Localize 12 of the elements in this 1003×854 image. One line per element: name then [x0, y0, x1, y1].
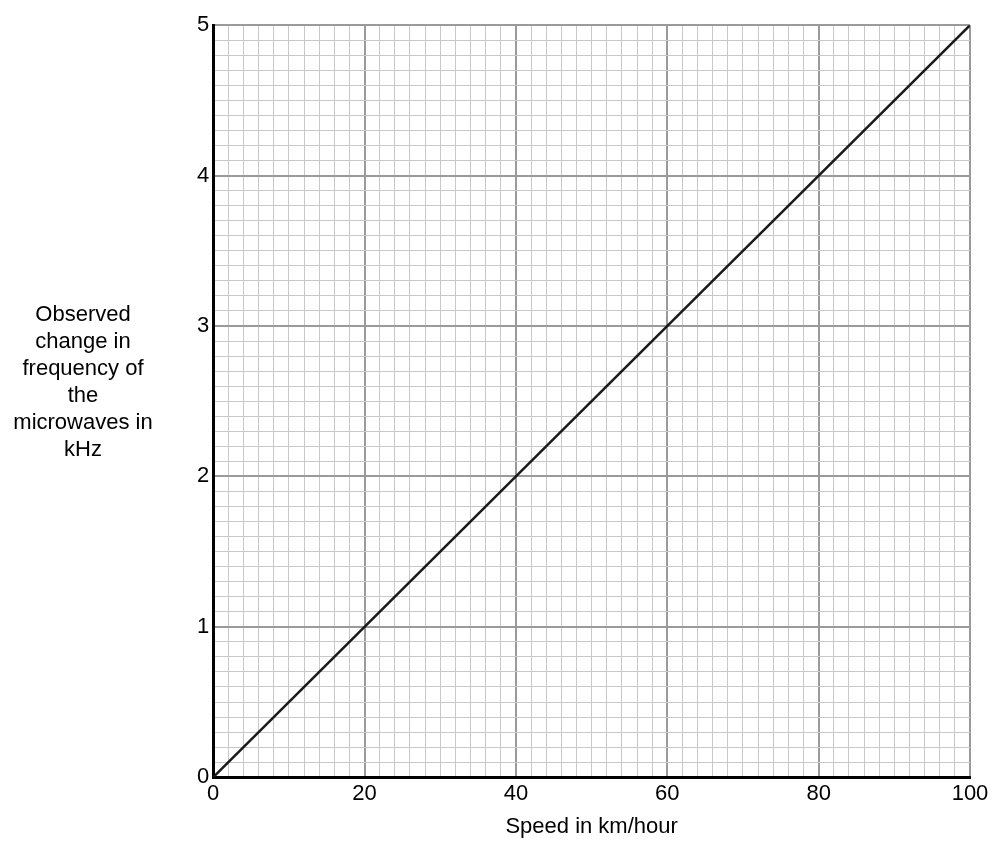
- x-tick-label: 20: [352, 780, 377, 806]
- x-tick-label: 80: [806, 780, 831, 806]
- x-axis-title: Speed in km/hour: [505, 812, 678, 838]
- y-tick-label: 1: [196, 612, 210, 638]
- y-axis-title: Observed change in frequency of the microwaves in kHz: [12, 300, 154, 462]
- y-tick-label: 5: [196, 11, 210, 37]
- x-tick-label: 100: [951, 780, 989, 806]
- y-tick-label: 3: [196, 312, 210, 338]
- x-tick-label: 60: [655, 780, 680, 806]
- y-tick-label: 2: [196, 462, 210, 488]
- y-tick-label: 4: [196, 161, 210, 187]
- x-tick-label: 40: [503, 780, 529, 806]
